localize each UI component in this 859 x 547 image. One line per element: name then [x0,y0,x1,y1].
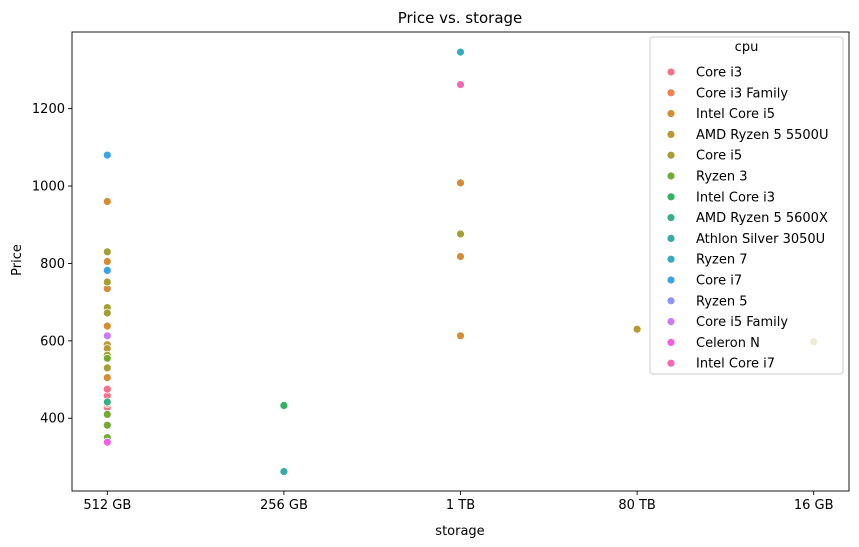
legend-label: Core i3 Family [696,86,788,101]
legend-label: Ryzen 3 [696,170,747,185]
data-point [102,409,112,419]
legend-label: Ryzen 5 [696,294,747,309]
data-point [102,437,112,447]
data-point [102,363,112,373]
x-tick-label: 16 GB [794,498,834,513]
legend-marker [666,88,676,98]
data-point [456,80,465,89]
legend-label: Intel Core i5 [696,107,775,122]
legend-marker [666,150,676,160]
legend-label: Celeron N [696,336,760,351]
data-point [456,178,465,188]
legend-label: AMD Ryzen 5 5500U [696,128,828,143]
data-point [456,229,465,239]
legend-label: AMD Ryzen 5 5600X [696,211,828,226]
data-point [456,252,465,261]
legend-marker [666,337,676,347]
y-tick-label: 1000 [32,180,65,195]
data-point [456,331,465,341]
legend-label: Core i5 Family [696,315,788,330]
data-point [102,373,112,383]
data-point [102,420,112,430]
x-tick-label: 512 GB [83,498,131,513]
data-point [102,353,112,363]
data-point [102,277,112,287]
legend-marker [666,296,676,306]
y-tick-label: 600 [40,334,65,349]
legend-marker [666,275,676,285]
legend-marker [666,192,676,202]
y-tick-label: 1200 [32,102,65,117]
legend-box [649,36,844,375]
data-point [102,397,112,407]
legend-label: Core i5 [696,149,742,164]
legend-label: Core i3 [696,66,742,81]
legend-title: cpu [735,40,759,55]
legend-marker [666,109,676,118]
legend-label: Intel Core i3 [696,190,775,205]
x-tick-label: 256 GB [260,498,308,513]
legend-marker [666,213,676,223]
x-tick-label: 80 TB [618,498,656,513]
data-point [102,257,112,266]
legend-marker [666,254,676,264]
x-tick-label: 1 TB [446,498,475,513]
legend-label: Intel Core i7 [696,357,775,372]
legend-marker [666,129,676,139]
y-tick-label: 800 [40,257,65,272]
x-axis-label: storage [435,524,484,539]
data-point [102,384,112,394]
legend-marker [666,67,676,77]
axes: 512 GB 256 GB 1 TB 80 TB 16 GB 400 600 800 1000 1… [32,31,850,513]
data-point [102,331,112,341]
legend-marker [666,317,676,327]
chart-title: Price vs. storage [398,9,523,27]
legend-label: Core i7 [696,274,742,289]
y-axis-label: Price [10,244,25,276]
data-point [279,401,289,410]
legend-marker [666,171,676,181]
data-point [102,265,112,275]
data-point [102,197,112,206]
legend: cpu Core i3 Core i3 Family Intel Core i5 AMD… [649,36,844,375]
data-point [279,467,289,477]
legend-marker [666,358,676,368]
legend-label: Athlon Silver 3050U [696,232,825,247]
data-point [102,308,112,318]
legend-label: Ryzen 7 [696,253,747,268]
data-point [102,247,112,257]
data-point [102,321,112,331]
data-point [102,150,112,160]
data-point [456,47,465,57]
legend-marker [666,233,676,243]
y-tick-label: 400 [40,412,65,427]
data-point [632,324,642,334]
